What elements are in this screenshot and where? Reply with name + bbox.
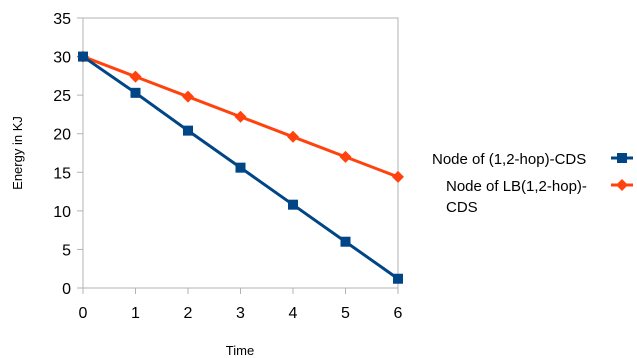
series-2-point — [182, 90, 194, 103]
series-1-point — [340, 236, 351, 247]
series-1-point — [130, 87, 141, 98]
series-1-point — [393, 273, 403, 284]
y-tick-label: 10 — [53, 204, 71, 221]
y-tick-label: 35 — [53, 11, 71, 28]
x-tick-label: 3 — [236, 305, 245, 322]
x-tick-label: 2 — [184, 305, 193, 322]
x-axis-title: Time — [226, 343, 254, 358]
x-tick-label: 0 — [79, 305, 88, 322]
legend-key-marker — [617, 153, 627, 163]
series-2-point — [129, 70, 142, 83]
series-layer — [77, 50, 404, 284]
x-tick-label: 5 — [341, 305, 350, 322]
x-axis-ticks: 0 1 2 3 4 5 6 — [79, 288, 403, 322]
legend-key-marker — [616, 179, 628, 191]
series-2-point — [287, 130, 299, 143]
legend-label-series-2: Node of LB(1,2-hop)- CDS — [446, 178, 591, 216]
series-1-point — [78, 51, 88, 62]
y-tick-label: 25 — [53, 88, 71, 105]
x-tick-label: 1 — [131, 305, 140, 322]
y-tick-label: 0 — [62, 281, 71, 298]
x-tick-label: 4 — [289, 305, 298, 322]
legend-label-series-2-line-1: Node of LB(1,2-hop)- — [446, 178, 587, 195]
legend-label-series-1: Node of (1,2-hop)-CDS — [432, 151, 586, 168]
y-tick-label: 5 — [62, 242, 71, 259]
y-axis-title: Energy in KJ — [10, 116, 25, 190]
y-axis-ticks: 0 5 10 15 20 25 30 35 — [53, 11, 83, 298]
legend-key-series-1 — [611, 153, 633, 163]
series-2-point — [234, 110, 247, 123]
series-2-point — [339, 150, 352, 163]
series-2-point — [392, 170, 404, 183]
y-tick-label: 15 — [53, 165, 71, 182]
series-1-point — [288, 199, 298, 210]
legend-label-series-2-line-2: CDS — [446, 199, 478, 216]
y-tick-label: 20 — [53, 127, 71, 144]
y-tick-label: 30 — [53, 50, 71, 67]
series-1 — [78, 51, 403, 284]
x-tick-label: 6 — [394, 305, 403, 322]
series-1-point — [235, 162, 246, 173]
legend: Node of (1,2-hop)-CDS Node of LB(1,2-hop… — [432, 151, 633, 216]
series-2 — [77, 50, 404, 183]
legend-key-series-2 — [611, 179, 633, 191]
series-1-point — [183, 125, 193, 136]
plot-area — [82, 17, 399, 289]
